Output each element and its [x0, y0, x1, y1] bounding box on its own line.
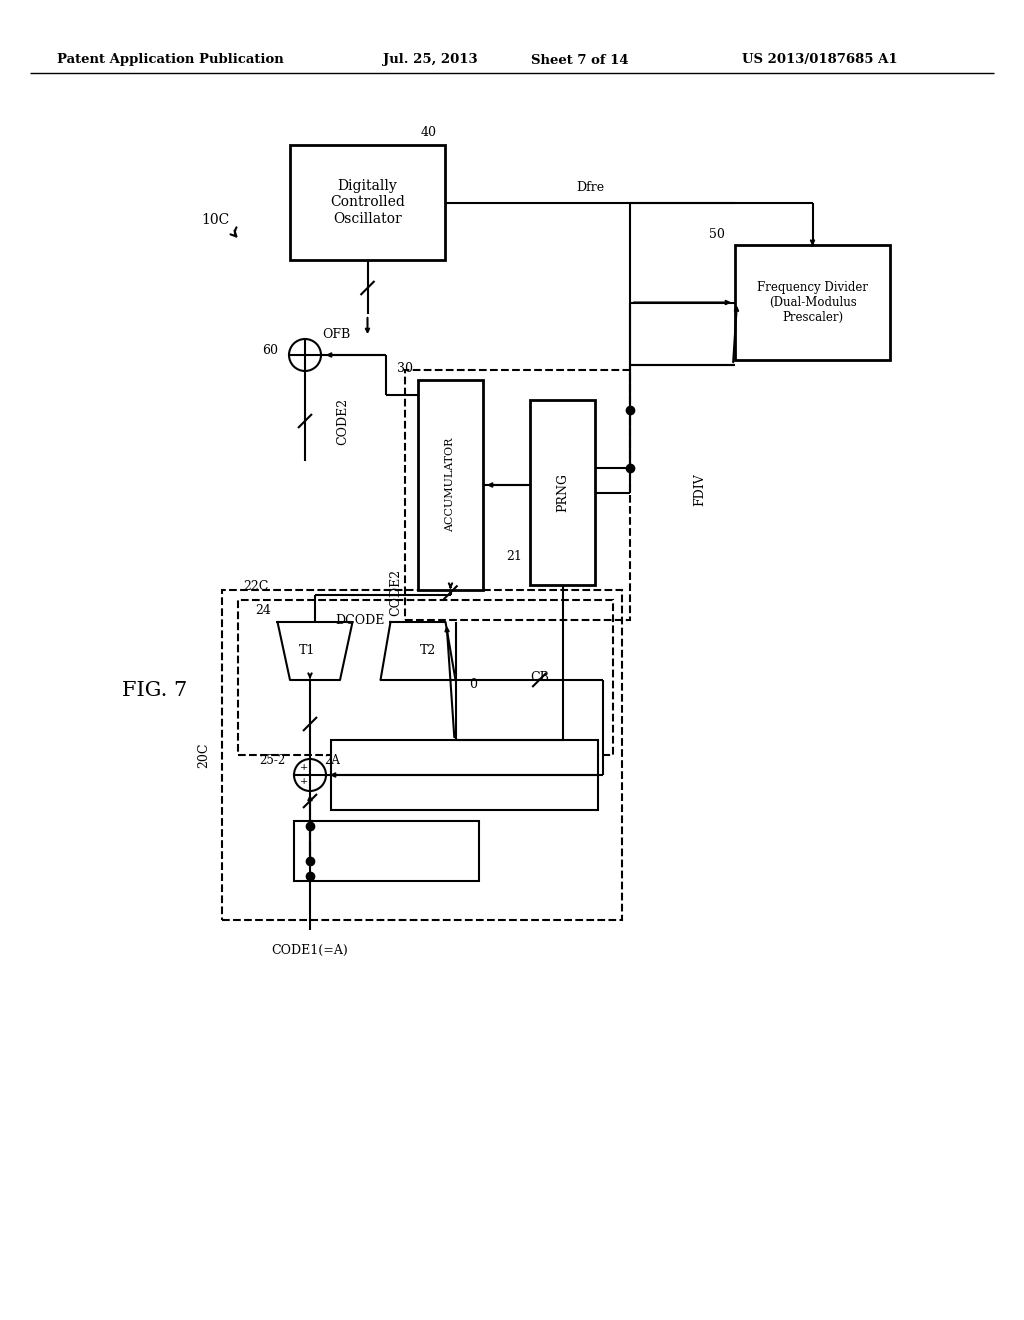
Text: FIG. 7: FIG. 7	[123, 681, 187, 700]
Text: PRNG: PRNG	[556, 473, 569, 512]
Text: DCODE: DCODE	[335, 614, 385, 627]
Text: OFB: OFB	[322, 329, 350, 342]
Text: 60: 60	[262, 345, 278, 358]
Bar	[290, 145, 445, 260]
Text: CODE1(=A): CODE1(=A)	[271, 944, 348, 957]
Text: Sheet 7 of 14: Sheet 7 of 14	[531, 54, 629, 66]
Bar	[418, 380, 483, 590]
Text: 40: 40	[421, 127, 437, 140]
Text: 30: 30	[397, 362, 413, 375]
Text: FDIV: FDIV	[693, 474, 707, 507]
Bar	[530, 400, 595, 585]
Polygon shape	[381, 622, 456, 680]
Text: CODE2: CODE2	[337, 397, 349, 445]
Polygon shape	[278, 622, 352, 680]
Bar	[222, 590, 622, 920]
Text: CB: CB	[530, 671, 550, 684]
Text: CODE2: CODE2	[389, 569, 402, 616]
Text: Frequency Divider
(Dual-Modulus
Prescaler): Frequency Divider (Dual-Modulus Prescale…	[757, 281, 868, 323]
Text: 0: 0	[469, 678, 477, 692]
Text: US 2013/0187685 A1: US 2013/0187685 A1	[742, 54, 898, 66]
Bar	[238, 601, 613, 755]
Text: Digitally
Controlled
Oscillator: Digitally Controlled Oscillator	[330, 180, 404, 226]
Text: +: +	[300, 777, 308, 787]
Text: Patent Application Publication: Patent Application Publication	[56, 54, 284, 66]
Text: 20C: 20C	[198, 742, 211, 768]
Text: 24: 24	[255, 603, 271, 616]
Text: +: +	[300, 763, 308, 771]
Text: Dfre: Dfre	[575, 181, 604, 194]
Bar	[294, 821, 479, 880]
Text: 21: 21	[506, 550, 522, 564]
Bar	[735, 246, 890, 360]
Text: 2A: 2A	[324, 754, 340, 767]
Bar	[331, 741, 598, 810]
Text: T2: T2	[420, 644, 436, 657]
Text: 10C: 10C	[201, 213, 229, 227]
Text: Jul. 25, 2013: Jul. 25, 2013	[383, 54, 477, 66]
Bar	[406, 370, 630, 620]
Text: T1: T1	[299, 644, 315, 657]
Text: 22C: 22C	[243, 581, 268, 594]
Text: ACCUMULATOR: ACCUMULATOR	[445, 438, 456, 532]
Text: 50: 50	[709, 228, 725, 242]
Text: 25-2: 25-2	[259, 754, 285, 767]
